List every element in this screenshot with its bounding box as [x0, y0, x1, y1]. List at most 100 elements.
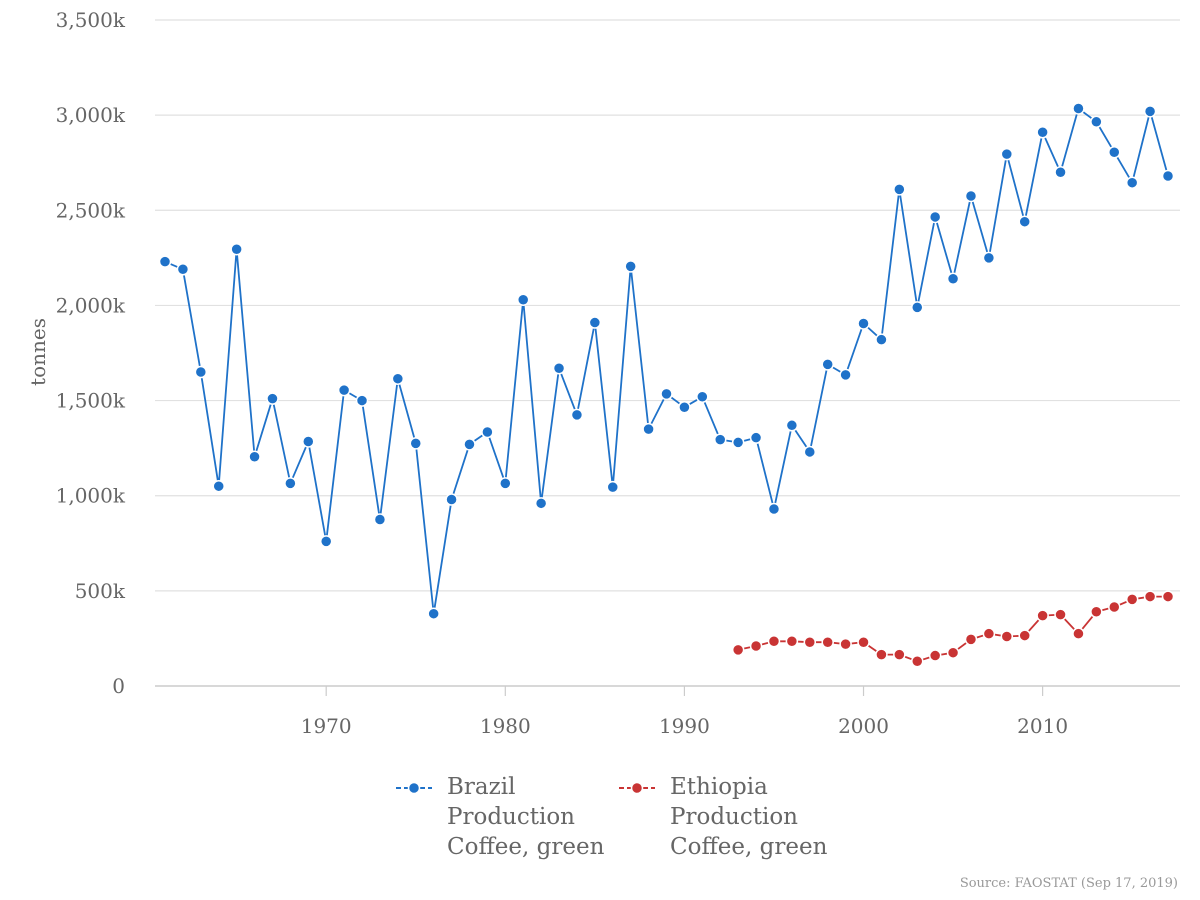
data-point-ethiopia[interactable]	[1161, 590, 1175, 603]
data-point-ethiopia[interactable]	[749, 639, 763, 653]
data-point-ethiopia[interactable]	[821, 635, 834, 649]
data-point-brazil[interactable]	[821, 358, 834, 371]
data-point-ethiopia[interactable]	[1000, 630, 1014, 643]
data-point-brazil[interactable]	[1125, 176, 1139, 189]
legend-label-ethiopia: Ethiopia Production Coffee, green	[670, 772, 827, 862]
data-point-brazil[interactable]	[1090, 115, 1103, 129]
data-point-brazil[interactable]	[875, 333, 888, 346]
data-point-ethiopia[interactable]	[1125, 593, 1139, 606]
data-point-brazil[interactable]	[302, 435, 315, 448]
legend-item-brazil[interactable]: Brazil Production Coffee, green	[395, 772, 610, 862]
data-point-brazil[interactable]	[1000, 147, 1014, 161]
data-point-ethiopia[interactable]	[1108, 600, 1121, 614]
data-point-brazil[interactable]	[893, 183, 906, 196]
data-point-ethiopia[interactable]	[785, 635, 799, 648]
legend-line: Production	[447, 804, 575, 830]
data-point-brazil[interactable]	[481, 425, 494, 439]
data-point-brazil[interactable]	[731, 436, 745, 449]
data-point-brazil[interactable]	[463, 438, 476, 451]
data-point-brazil[interactable]	[1072, 102, 1085, 115]
data-point-brazil[interactable]	[1161, 169, 1175, 183]
data-point-ethiopia[interactable]	[857, 635, 870, 649]
data-point-brazil[interactable]	[409, 437, 422, 450]
data-point-ethiopia[interactable]	[1018, 629, 1031, 642]
y-tick-label: 500k	[75, 579, 126, 603]
data-point-ethiopia[interactable]	[839, 637, 852, 651]
data-point-brazil[interactable]	[785, 419, 799, 432]
data-point-ethiopia[interactable]	[964, 633, 978, 646]
data-point-brazil[interactable]	[194, 365, 208, 379]
data-point-brazil[interactable]	[1018, 215, 1031, 228]
data-point-ethiopia[interactable]	[767, 635, 781, 648]
data-point-brazil[interactable]	[158, 255, 172, 268]
data-point-brazil[interactable]	[534, 497, 548, 510]
data-point-brazil[interactable]	[803, 445, 817, 459]
legend-label-brazil: Brazil Production Coffee, green	[447, 772, 604, 862]
data-point-brazil[interactable]	[391, 372, 405, 385]
data-point-brazil[interactable]	[749, 431, 763, 444]
y-tick-label: 2,000k	[56, 293, 126, 317]
data-point-brazil[interactable]	[570, 408, 584, 422]
data-point-ethiopia[interactable]	[731, 643, 745, 657]
data-point-brazil[interactable]	[355, 394, 369, 407]
legend-line: Coffee, green	[670, 834, 828, 860]
data-point-brazil[interactable]	[266, 392, 279, 405]
data-point-ethiopia[interactable]	[928, 649, 942, 662]
data-point-brazil[interactable]	[1108, 145, 1121, 159]
data-point-ethiopia[interactable]	[875, 648, 888, 661]
data-point-ethiopia[interactable]	[893, 648, 906, 661]
data-point-brazil[interactable]	[1036, 126, 1049, 139]
data-point-brazil[interactable]	[516, 293, 530, 306]
data-point-brazil[interactable]	[713, 433, 727, 446]
legend-line: Brazil	[447, 774, 516, 800]
data-point-brazil[interactable]	[212, 479, 225, 493]
series-group	[158, 102, 1175, 668]
x-tick-label: 1970	[301, 714, 352, 738]
legend-item-ethiopia[interactable]: Ethiopia Production Coffee, green	[618, 772, 833, 862]
grid-lines	[155, 19, 1180, 687]
data-point-ethiopia[interactable]	[1036, 609, 1049, 622]
x-tick-label: 2000	[838, 714, 889, 738]
data-point-ethiopia[interactable]	[803, 635, 817, 649]
data-point-brazil[interactable]	[624, 260, 637, 273]
data-point-brazil[interactable]	[445, 493, 458, 506]
y-tick-label: 0	[112, 674, 125, 698]
data-point-brazil[interactable]	[964, 189, 978, 203]
data-point-brazil[interactable]	[373, 513, 387, 526]
data-point-brazil[interactable]	[284, 477, 297, 490]
data-point-brazil[interactable]	[427, 607, 440, 620]
data-point-brazil[interactable]	[642, 422, 655, 436]
data-point-brazil[interactable]	[1143, 105, 1157, 118]
data-point-brazil[interactable]	[839, 368, 852, 382]
data-point-brazil[interactable]	[230, 243, 243, 256]
data-point-ethiopia[interactable]	[1054, 608, 1067, 621]
legend: Brazil Production Coffee, green Ethiopia…	[395, 772, 833, 862]
data-point-ethiopia[interactable]	[946, 646, 960, 659]
data-point-ethiopia[interactable]	[1072, 627, 1085, 640]
data-point-brazil[interactable]	[857, 317, 870, 330]
data-point-brazil[interactable]	[606, 480, 620, 494]
data-point-brazil[interactable]	[248, 450, 261, 463]
data-point-brazil[interactable]	[552, 361, 566, 375]
x-tick-label: 1980	[480, 714, 531, 738]
data-point-brazil[interactable]	[946, 272, 960, 286]
data-point-brazil[interactable]	[911, 301, 924, 314]
data-point-ethiopia[interactable]	[1090, 605, 1103, 619]
y-tick-label: 3,000k	[56, 103, 126, 127]
data-point-brazil[interactable]	[499, 477, 512, 490]
data-point-ethiopia[interactable]	[1143, 590, 1157, 603]
data-point-brazil[interactable]	[982, 251, 996, 265]
data-point-brazil[interactable]	[660, 387, 673, 401]
data-point-brazil[interactable]	[767, 502, 781, 516]
data-point-brazil[interactable]	[337, 383, 351, 397]
data-point-ethiopia[interactable]	[982, 627, 996, 640]
data-point-brazil[interactable]	[928, 210, 942, 224]
data-point-brazil[interactable]	[319, 535, 333, 548]
data-point-ethiopia[interactable]	[911, 655, 924, 668]
data-point-brazil[interactable]	[696, 390, 709, 404]
data-point-brazil[interactable]	[176, 263, 190, 276]
data-point-brazil[interactable]	[588, 316, 602, 329]
data-point-brazil[interactable]	[678, 400, 691, 414]
data-point-brazil[interactable]	[1054, 165, 1067, 179]
